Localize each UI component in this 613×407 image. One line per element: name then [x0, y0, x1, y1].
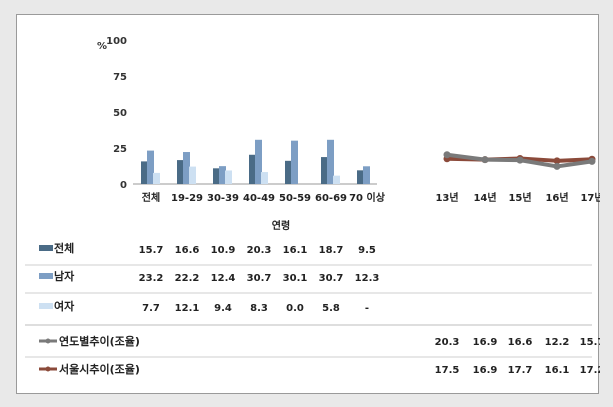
- bar: [141, 161, 148, 184]
- data-label: 16.1: [545, 365, 570, 376]
- data-label: -: [365, 303, 369, 314]
- bar: [213, 168, 220, 184]
- data-label: 16.9: [473, 337, 498, 348]
- x-tick-label: 50-59: [279, 193, 311, 204]
- year-tick-label: 14년: [473, 191, 496, 204]
- bar: [285, 160, 292, 184]
- bar: [357, 170, 364, 184]
- trend-point: [516, 156, 524, 164]
- bar: [291, 140, 298, 184]
- data-label: 30.1: [283, 273, 308, 284]
- data-label: 12.4: [211, 273, 236, 284]
- legend-swatch: [39, 303, 53, 309]
- data-label: 17.5: [435, 365, 460, 376]
- data-label: 0.0: [286, 303, 304, 314]
- chart-svg: % 0 25 50 75 100 전체 19-29 30-39 40-49 50-59 60-69 70…: [25, 36, 600, 376]
- bar: [177, 160, 184, 184]
- bar: [327, 139, 334, 184]
- x-tick-label: 70 이상: [349, 191, 386, 204]
- data-label: 12.1: [175, 303, 200, 314]
- series-label: 전체: [54, 241, 74, 255]
- data-label: 12.3: [355, 273, 380, 284]
- x-tick-label: 전체: [142, 191, 160, 204]
- data-label: 9.5: [358, 245, 376, 256]
- data-label: 8.3: [250, 303, 268, 314]
- bar: [147, 150, 154, 184]
- legend-marker: [45, 338, 51, 344]
- trend-point: [443, 151, 451, 159]
- data-label: 15.7: [139, 245, 164, 256]
- y-tick-label: 0: [120, 180, 127, 191]
- bar: [183, 152, 190, 184]
- data-label: 9.4: [214, 303, 232, 314]
- data-label: 18.7: [319, 245, 344, 256]
- bar: [321, 157, 328, 184]
- bar: [225, 170, 232, 184]
- series-label: 남자: [54, 269, 75, 283]
- data-label: 12.2: [545, 337, 570, 348]
- chart-frame: % 0 25 50 75 100 전체 19-29 30-39 40-49 50-59 60-69 70…: [16, 14, 600, 394]
- bar: [333, 175, 340, 184]
- y-axis-label: %: [97, 41, 107, 52]
- legend-swatch: [39, 245, 53, 251]
- data-label: 15.7: [580, 337, 600, 348]
- data-label: 17.7: [508, 365, 533, 376]
- legend-marker: [45, 366, 51, 372]
- x-tick-label: 19-29: [171, 193, 203, 204]
- y-tick-label: 50: [113, 108, 127, 119]
- x-tick-label: 40-49: [243, 193, 275, 204]
- trend-point: [481, 156, 489, 164]
- data-label: 23.2: [139, 273, 164, 284]
- data-label: 17.2: [580, 365, 600, 376]
- bar: [363, 166, 370, 184]
- x-tick-label: 60-69: [315, 193, 347, 204]
- bar: [261, 172, 268, 184]
- year-tick-label: 15년: [508, 191, 531, 204]
- series-label: 연도별추이(조율): [59, 334, 140, 348]
- data-label: 30.7: [319, 273, 344, 284]
- data-label: 7.7: [142, 303, 160, 314]
- bar: [249, 154, 256, 184]
- data-label: 20.3: [247, 245, 272, 256]
- y-tick-label: 100: [106, 36, 127, 47]
- data-label: 22.2: [175, 273, 200, 284]
- data-label: 20.3: [435, 337, 460, 348]
- data-label: 5.8: [322, 303, 340, 314]
- data-label: 16.9: [473, 365, 498, 376]
- bar: [153, 172, 160, 184]
- data-label: 16.1: [283, 245, 308, 256]
- trend-point: [588, 157, 596, 165]
- year-tick-label: 17년: [580, 191, 600, 204]
- legend-swatch: [39, 273, 53, 279]
- y-tick-label: 25: [113, 144, 127, 155]
- year-tick-label: 13년: [435, 191, 458, 204]
- series-label: 여자: [54, 299, 75, 313]
- data-label: 30.7: [247, 273, 272, 284]
- trend-point: [553, 157, 561, 165]
- x-tick-label: 30-39: [207, 193, 239, 204]
- bar: [189, 166, 196, 184]
- trend-point: [553, 162, 561, 170]
- bar: [219, 166, 226, 184]
- series-label: 서울시추이(조율): [59, 362, 140, 376]
- x-axis-label: 연령: [272, 219, 290, 232]
- y-tick-label: 75: [113, 72, 127, 83]
- data-label: 16.6: [175, 245, 200, 256]
- bar: [255, 139, 262, 184]
- data-label: 10.9: [211, 245, 236, 256]
- data-label: 16.6: [508, 337, 533, 348]
- year-tick-label: 16년: [545, 191, 568, 204]
